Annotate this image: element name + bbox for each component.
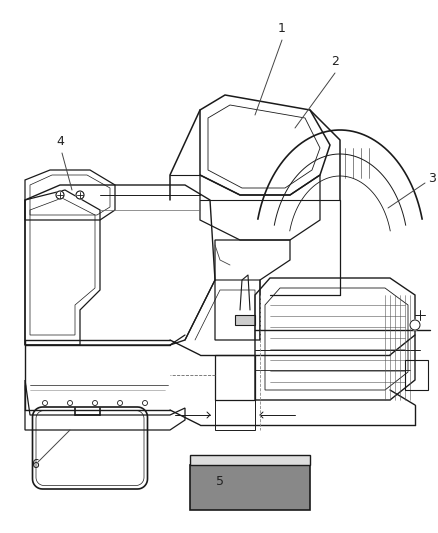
Text: 5: 5 (216, 475, 224, 488)
Text: 4: 4 (56, 135, 64, 148)
Circle shape (410, 320, 420, 330)
Polygon shape (200, 95, 330, 195)
Polygon shape (190, 455, 310, 465)
Circle shape (56, 191, 64, 199)
Text: 6: 6 (31, 458, 39, 471)
Text: 1: 1 (278, 22, 286, 35)
Text: 3: 3 (428, 172, 436, 184)
Text: 2: 2 (331, 55, 339, 68)
Polygon shape (235, 315, 255, 325)
Polygon shape (190, 465, 310, 510)
Circle shape (76, 191, 84, 199)
